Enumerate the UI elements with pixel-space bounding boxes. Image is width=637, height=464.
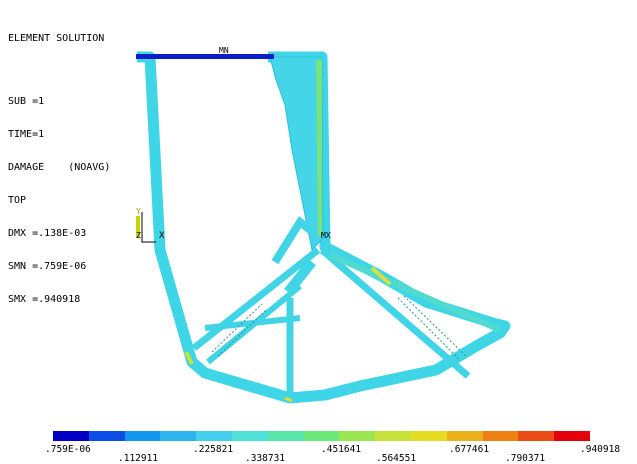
triad-y-axis: [141, 212, 156, 243]
right-diagonal: [319, 247, 471, 379]
smx-value: SMX =.940918: [8, 294, 81, 305]
damage-spot-bottom: [284, 396, 293, 403]
left-diagonal: [191, 247, 321, 351]
triad-y-label: Y: [136, 207, 141, 216]
legend-label-b4: .790371: [505, 453, 546, 464]
legend-label-min: .759E-06: [45, 444, 91, 455]
min-marker-label: MN: [219, 46, 229, 55]
legend-swatch: [53, 431, 90, 441]
damage-spot-upper: [370, 266, 392, 286]
legend-swatch: [160, 431, 197, 441]
legend-swatch: [375, 431, 412, 441]
hatch-right: [397, 295, 467, 361]
legend-swatch: [518, 431, 555, 441]
upper-branch: [271, 216, 313, 265]
triad-z-label: Z: [136, 231, 141, 240]
triad-x-label: X: [159, 231, 165, 241]
right-column: [269, 56, 324, 252]
legend-label-3: .451641: [321, 444, 362, 455]
time-value: TIME=1: [8, 129, 45, 140]
legend-swatch: [196, 431, 233, 441]
mid-bar: [284, 258, 316, 296]
dmx-value: DMX =.138E-03: [8, 228, 87, 239]
triad-y-marker: [136, 216, 140, 238]
legend-swatch: [232, 431, 269, 441]
layer-position: TOP: [8, 195, 27, 206]
legend-swatch: [482, 431, 519, 441]
legend-label-b3: .564551: [376, 453, 417, 464]
legend-swatch: [411, 431, 448, 441]
column-highlight: [316, 60, 322, 236]
hatch-left: [211, 303, 267, 357]
legend-label-max: .940918: [580, 444, 621, 455]
legend-label-b1: .112911: [118, 453, 159, 464]
legend-swatch: [339, 431, 376, 441]
legend-swatch: [88, 431, 126, 441]
damage-spot-left: [184, 351, 194, 365]
legend-label-2: .225821: [193, 444, 234, 455]
legend-swatch: [446, 431, 484, 441]
right-upper-diagonal: [328, 252, 502, 333]
smn-value: SMN =.759E-06: [8, 261, 87, 272]
top-bar: [136, 54, 274, 59]
max-marker-label: MX: [321, 231, 331, 240]
legend-swatch: [303, 431, 340, 441]
solution-title: ELEMENT SOLUTION: [8, 33, 105, 44]
legend-swatch: [554, 431, 591, 441]
result-item: DAMAGE (NOAVG): [8, 162, 111, 173]
legend-swatch: [124, 431, 161, 441]
legend-label-b2: .338731: [245, 453, 286, 464]
sub-step: SUB =1: [8, 96, 45, 107]
legend-swatch: [267, 431, 305, 441]
lower-left-strut: [204, 315, 301, 331]
legend-label-4: .677461: [449, 444, 490, 455]
solution-info: ELEMENT SOLUTION SUB =1 TIME=1 DAMAGE (N…: [8, 11, 110, 316]
